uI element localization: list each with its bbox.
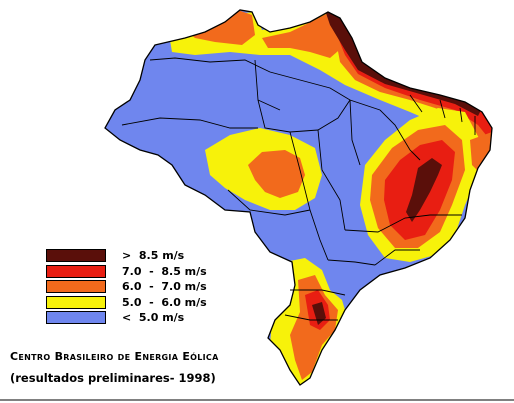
- zone-5-6-north: [170, 10, 492, 185]
- map-legend: > 8.5 m/s 7.0 - 8.5 m/s 6.0 - 7.0 m/s 5.…: [46, 248, 276, 326]
- zone-above-8-5-northeast: [406, 158, 442, 222]
- caption-subtitle: (resultados preliminares- 1998): [10, 371, 216, 385]
- legend-label: 5.0 - 6.0 m/s: [122, 295, 207, 309]
- zone-above-8-5-south: [312, 302, 326, 325]
- caption-title: Centro Brasileiro de Energia Eólica: [10, 350, 219, 363]
- state-boundaries: [121, 57, 476, 321]
- legend-label: 6.0 - 7.0 m/s: [122, 280, 207, 294]
- legend-swatch: [46, 249, 106, 263]
- legend-label: > 8.5 m/s: [122, 249, 185, 263]
- legend-swatch: [46, 295, 106, 309]
- legend-swatch: [46, 264, 106, 278]
- legend-item: 6.0 - 7.0 m/s: [46, 279, 276, 295]
- zone-6-7-central-west: [248, 150, 305, 198]
- zone-6-7-south: [290, 275, 338, 380]
- legend-label: 7.0 - 8.5 m/s: [122, 264, 207, 278]
- zone-above-8-5-coast: [325, 10, 482, 116]
- legend-item: < 5.0 m/s: [46, 310, 276, 326]
- legend-item: 7.0 - 8.5 m/s: [46, 264, 276, 280]
- legend-swatch: [46, 311, 106, 325]
- brazil-outline: [104, 9, 493, 386]
- legend-swatch: [46, 280, 106, 294]
- legend-label: < 5.0 m/s: [122, 311, 185, 325]
- zone-6-7-north: [185, 10, 255, 45]
- zone-6-7-amapa: [262, 12, 345, 58]
- legend-item: > 8.5 m/s: [46, 248, 276, 264]
- legend-item: 5.0 - 6.0 m/s: [46, 295, 276, 311]
